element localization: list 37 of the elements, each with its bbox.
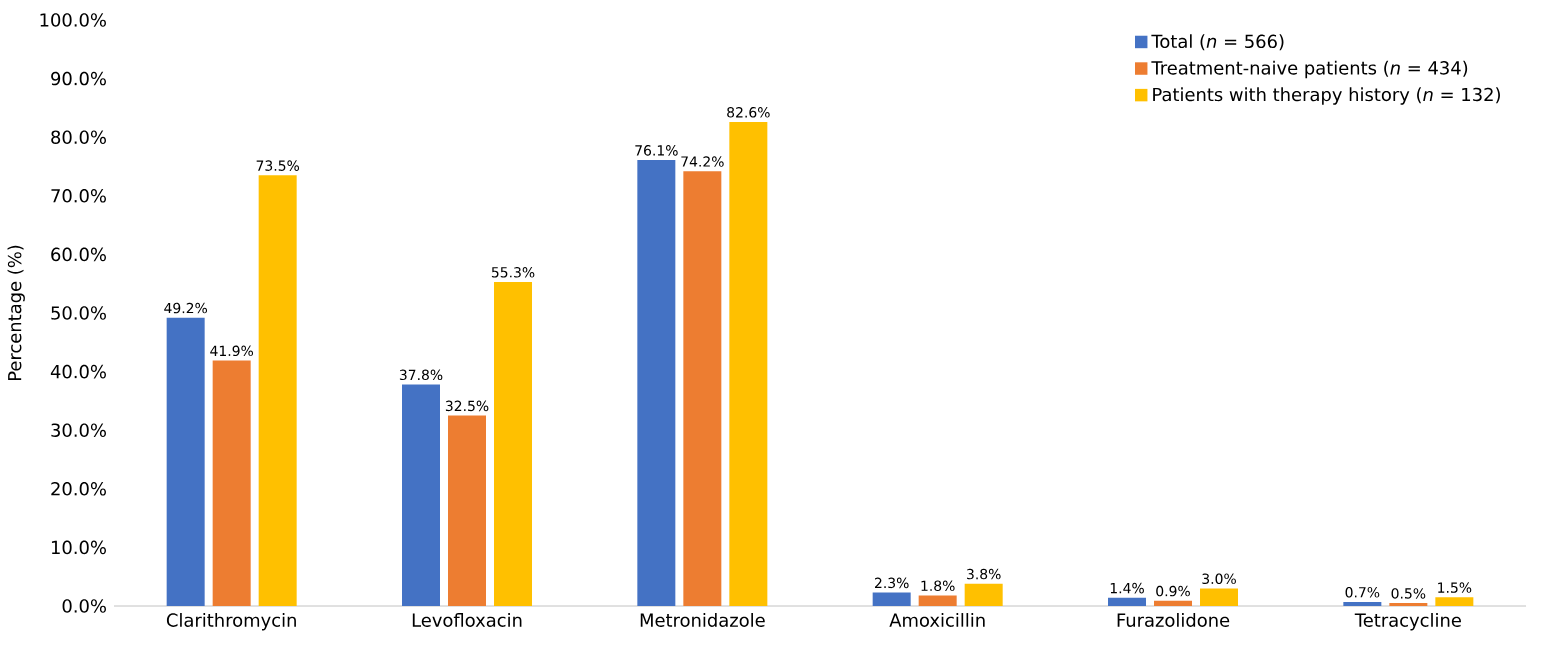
- bar: [1108, 597, 1147, 606]
- y-tick-label: 70.0%: [51, 189, 106, 203]
- y-tick-label: 100.0%: [40, 13, 106, 27]
- bar: [448, 415, 486, 606]
- bar: [729, 121, 768, 606]
- x-tick-label: Tetracycline: [1354, 613, 1461, 631]
- bar: [1200, 588, 1239, 606]
- bar: [637, 160, 676, 606]
- bar: [258, 175, 297, 606]
- bar: [166, 317, 205, 606]
- x-tick-label: Furazolidone: [1117, 613, 1230, 627]
- bar: [918, 595, 957, 606]
- bar: [872, 592, 911, 606]
- y-tick-label: 50.0%: [51, 306, 106, 320]
- y-tick-label: 20.0%: [51, 482, 106, 496]
- x-tick-label: Clarithromycin: [166, 613, 296, 631]
- bar: [1154, 600, 1193, 606]
- x-tick-label: Amoxicillin: [889, 613, 985, 627]
- y-tick-label: 80.0%: [51, 130, 106, 144]
- bar: [964, 583, 1003, 606]
- legend-label: Patients with therapy history (n = 132): [1153, 87, 1500, 105]
- bar: [683, 171, 722, 606]
- y-tick-label: 40.0%: [50, 364, 106, 379]
- x-tick-label: Metronidazole: [640, 613, 765, 627]
- legend-label: Treatment-naive patients (n = 434): [1151, 60, 1468, 79]
- bar: [1435, 597, 1474, 606]
- legend-label: Total (n = 566): [1151, 34, 1284, 51]
- bar: [494, 281, 533, 606]
- bar: [212, 360, 251, 606]
- y-tick-label: 60.0%: [51, 247, 106, 262]
- y-tick-label: 0.0%: [62, 599, 106, 613]
- y-tick-label: 10.0%: [51, 540, 106, 555]
- x-tick-label: Levofloxacin: [412, 613, 522, 627]
- bar: [402, 384, 440, 606]
- y-tick-label: 30.0%: [51, 423, 106, 437]
- y-tick-label: 90.0%: [51, 71, 106, 86]
- y-axis-title: Percentage (%): [7, 245, 25, 381]
